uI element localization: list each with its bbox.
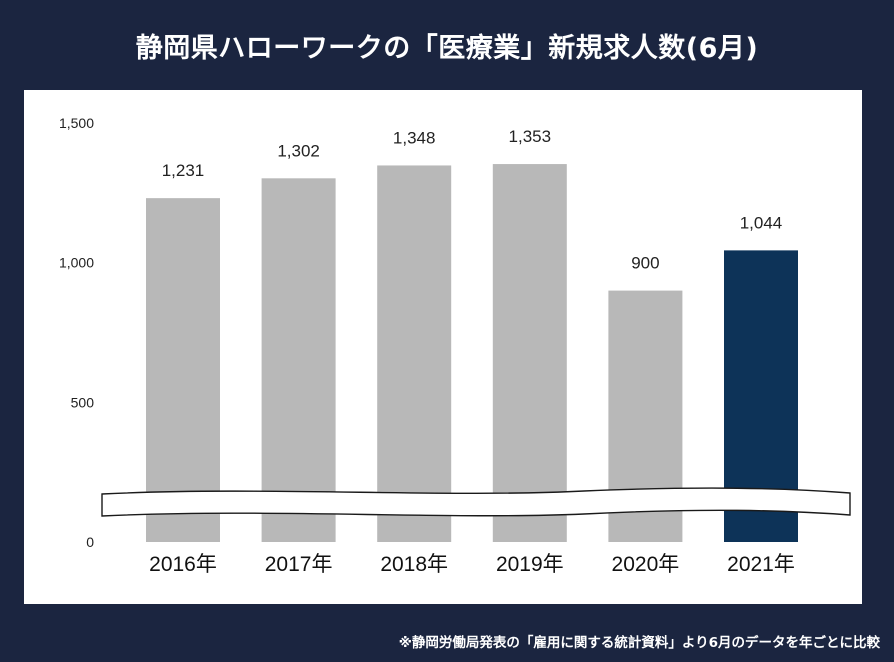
y-axis-ticks: 0 500 1,000 1,500 bbox=[59, 115, 94, 550]
x-tick-label: 2019年 bbox=[496, 553, 564, 576]
x-axis-labels: 2016年 2017年 2018年 2019年 2020年 2021年 bbox=[149, 553, 795, 576]
x-tick-label: 2017年 bbox=[265, 553, 333, 576]
x-tick-label: 2016年 bbox=[149, 553, 217, 576]
axis-break bbox=[101, 487, 851, 517]
chart-panel: 0 500 1,000 1,500 1,231 1,302 1,348 1,353 900 1,… bbox=[24, 90, 862, 604]
x-tick-label: 2021年 bbox=[727, 553, 795, 576]
bars bbox=[146, 164, 798, 543]
chart-title: 静岡県ハローワークの「医療業」新規求人数(6月) bbox=[135, 33, 759, 64]
y-tick-label: 1,500 bbox=[59, 115, 94, 131]
bar bbox=[146, 198, 220, 542]
x-tick-label: 2018年 bbox=[380, 553, 448, 576]
value-label: 1,231 bbox=[162, 161, 205, 180]
y-tick-label: 500 bbox=[71, 394, 95, 410]
value-label: 1,348 bbox=[393, 128, 436, 147]
value-label: 900 bbox=[631, 254, 659, 273]
y-tick-label: 1,000 bbox=[59, 255, 94, 271]
y-tick-label: 0 bbox=[86, 534, 94, 550]
axis-break-band bbox=[101, 487, 851, 517]
source-footnote: ※静岡労働局発表の「雇用に関する統計資料」より6月のデータを年ごとに比較 bbox=[398, 635, 880, 651]
x-tick-label: 2020年 bbox=[612, 553, 680, 576]
value-label: 1,302 bbox=[277, 141, 320, 160]
bar bbox=[377, 165, 452, 542]
value-label: 1,353 bbox=[509, 127, 552, 146]
bar bbox=[492, 164, 567, 542]
value-label: 1,044 bbox=[740, 213, 783, 232]
value-labels: 1,231 1,302 1,348 1,353 900 1,044 bbox=[162, 127, 783, 273]
bar bbox=[261, 178, 336, 543]
